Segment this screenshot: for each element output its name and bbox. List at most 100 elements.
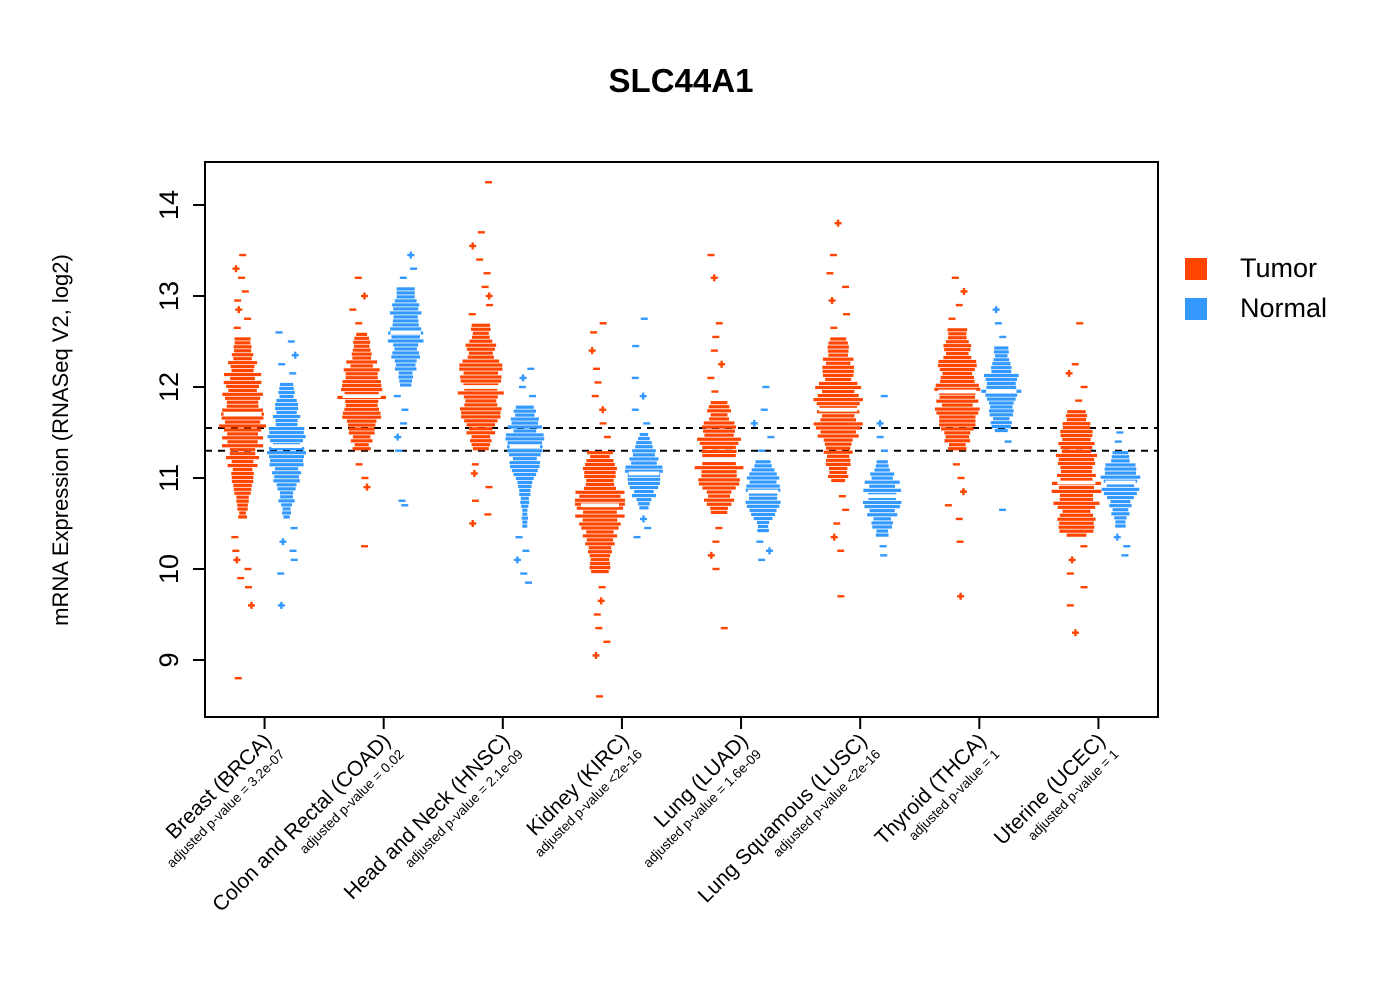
outlier-point — [999, 508, 1007, 512]
outlier-point — [1066, 572, 1074, 575]
outlier-point — [707, 376, 715, 380]
outlier-point — [603, 640, 611, 643]
y-tick-label: 14 — [154, 190, 184, 220]
outlier-point — [244, 317, 252, 320]
median-line — [866, 494, 898, 499]
outlier-point — [1080, 385, 1088, 389]
outlier-point — [711, 390, 719, 393]
outlier-point — [1114, 440, 1122, 443]
outlier-point — [712, 335, 720, 339]
median-line — [747, 489, 779, 494]
category-7: Uterine (UCEC)adjusted p-value = 1 — [990, 322, 1141, 850]
outlier-point — [590, 331, 598, 334]
outlier-point — [232, 549, 240, 552]
outlier-point — [484, 513, 492, 516]
outlier-point — [1075, 399, 1083, 402]
outlier-point — [842, 508, 850, 512]
outlier-point — [525, 581, 533, 584]
outlier-point — [644, 526, 652, 530]
outlier-point — [244, 567, 252, 571]
outlier-point — [994, 322, 1002, 325]
median-line — [628, 471, 660, 476]
outlier-point — [515, 535, 523, 539]
outlier-point — [631, 408, 639, 411]
outlier-point — [355, 463, 363, 466]
category-4: Lung (LUAD)adjusted p-value = 1.6e-09 — [640, 253, 781, 870]
outlier-point — [593, 367, 601, 370]
outlier-point — [237, 576, 245, 580]
outlier-point — [720, 626, 728, 630]
legend-label-tumor: Tumor — [1240, 253, 1317, 283]
outlier-point — [599, 422, 607, 425]
x-category-label: Uterine (UCEC) — [990, 729, 1110, 849]
outlier-point — [481, 285, 489, 289]
outlier-point — [349, 308, 357, 311]
outlier-point — [880, 554, 888, 557]
outlier-point — [640, 317, 648, 320]
median-line — [1105, 480, 1136, 485]
outlier-point — [289, 372, 297, 375]
x-category-label: Breast (BRCA) — [162, 729, 276, 843]
outlier-point — [593, 613, 601, 616]
outlier-point — [955, 303, 963, 307]
outlier-point — [393, 394, 401, 398]
violin-tumor — [694, 253, 744, 630]
legend: Tumor Normal — [1185, 253, 1327, 323]
legend-swatch-tumor — [1185, 258, 1207, 280]
outlier-point — [1116, 431, 1124, 434]
outlier-point — [633, 535, 641, 539]
outlier-point — [277, 572, 285, 575]
violin-normal — [267, 331, 307, 609]
outlier-point — [1080, 586, 1088, 589]
outlier-point — [1066, 604, 1074, 607]
outlier-point — [398, 499, 406, 502]
outlier-point — [956, 540, 964, 543]
median-line — [461, 385, 500, 389]
outlier-point — [477, 231, 485, 234]
outlier-point — [826, 272, 834, 275]
outlier-point — [712, 540, 720, 543]
outlier-point — [1080, 545, 1088, 548]
y-tick-label: 13 — [154, 281, 184, 311]
violin-normal — [745, 385, 781, 562]
median-line — [509, 444, 541, 449]
outlier-point — [715, 322, 723, 325]
outlier-point — [527, 367, 535, 370]
outlier-point — [843, 313, 851, 316]
outlier-point — [767, 435, 775, 439]
outlier-point — [529, 394, 537, 398]
outlier-point — [876, 435, 884, 439]
legend-label-normal: Normal — [1240, 293, 1327, 323]
y-tick-label: 9 — [154, 652, 184, 667]
outlier-point — [591, 394, 599, 398]
outlier-point — [290, 526, 298, 530]
median-line — [342, 394, 381, 398]
outlier-point — [948, 317, 956, 320]
violin-tumor — [457, 181, 504, 527]
violin-tumor — [934, 276, 981, 600]
outlier-point — [842, 285, 850, 289]
plot-border — [204, 161, 1159, 718]
outlier-point — [476, 258, 484, 261]
outlier-point — [599, 322, 607, 325]
outlier-point — [598, 586, 606, 589]
outlier-point — [287, 340, 295, 343]
outlier-point — [712, 567, 720, 571]
outlier-point — [715, 526, 723, 530]
category-6: Thyroid (THCA)adjusted p-value = 1 — [871, 276, 1022, 849]
outlier-point — [710, 349, 718, 352]
outlier-point — [632, 344, 640, 348]
median-line — [986, 389, 1017, 394]
outlier-point — [756, 540, 764, 543]
legend-swatch-normal — [1185, 298, 1207, 320]
outlier-point — [289, 549, 297, 552]
outlier-point — [758, 558, 766, 562]
violin-tumor — [337, 276, 387, 548]
outlier-point — [361, 476, 369, 480]
outlier-point — [400, 422, 408, 425]
violin-normal — [981, 306, 1022, 512]
violin-normal — [1100, 431, 1141, 557]
outlier-point — [233, 326, 241, 330]
